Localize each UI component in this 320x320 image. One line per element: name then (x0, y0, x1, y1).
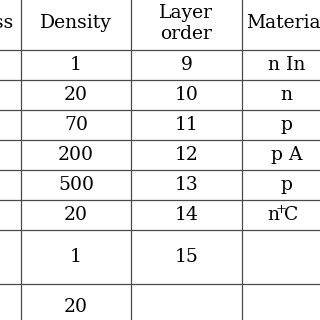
Text: n In: n In (268, 56, 305, 74)
Text: 14: 14 (174, 206, 198, 224)
Text: 15: 15 (174, 248, 198, 266)
Text: Density: Density (40, 14, 112, 32)
Text: 200: 200 (58, 146, 94, 164)
Text: 20: 20 (64, 206, 88, 224)
Text: p: p (280, 176, 292, 194)
Text: n: n (280, 86, 292, 104)
Text: p: p (280, 116, 292, 134)
Text: Material: Material (246, 14, 320, 32)
Text: 20: 20 (64, 86, 88, 104)
Text: 1: 1 (70, 56, 82, 74)
Text: n: n (268, 206, 280, 224)
Text: 9: 9 (180, 56, 192, 74)
Text: 70: 70 (64, 116, 88, 134)
Text: 12: 12 (174, 146, 198, 164)
Text: C: C (284, 206, 298, 224)
Text: +: + (276, 203, 287, 216)
Text: 10: 10 (174, 86, 198, 104)
Text: 11: 11 (174, 116, 198, 134)
Text: p A: p A (271, 146, 302, 164)
Text: 20: 20 (64, 298, 88, 316)
Text: 1: 1 (70, 248, 82, 266)
Text: 13: 13 (174, 176, 198, 194)
Text: Layer
order: Layer order (159, 4, 213, 43)
Text: ss: ss (0, 14, 13, 32)
Text: 500: 500 (58, 176, 94, 194)
